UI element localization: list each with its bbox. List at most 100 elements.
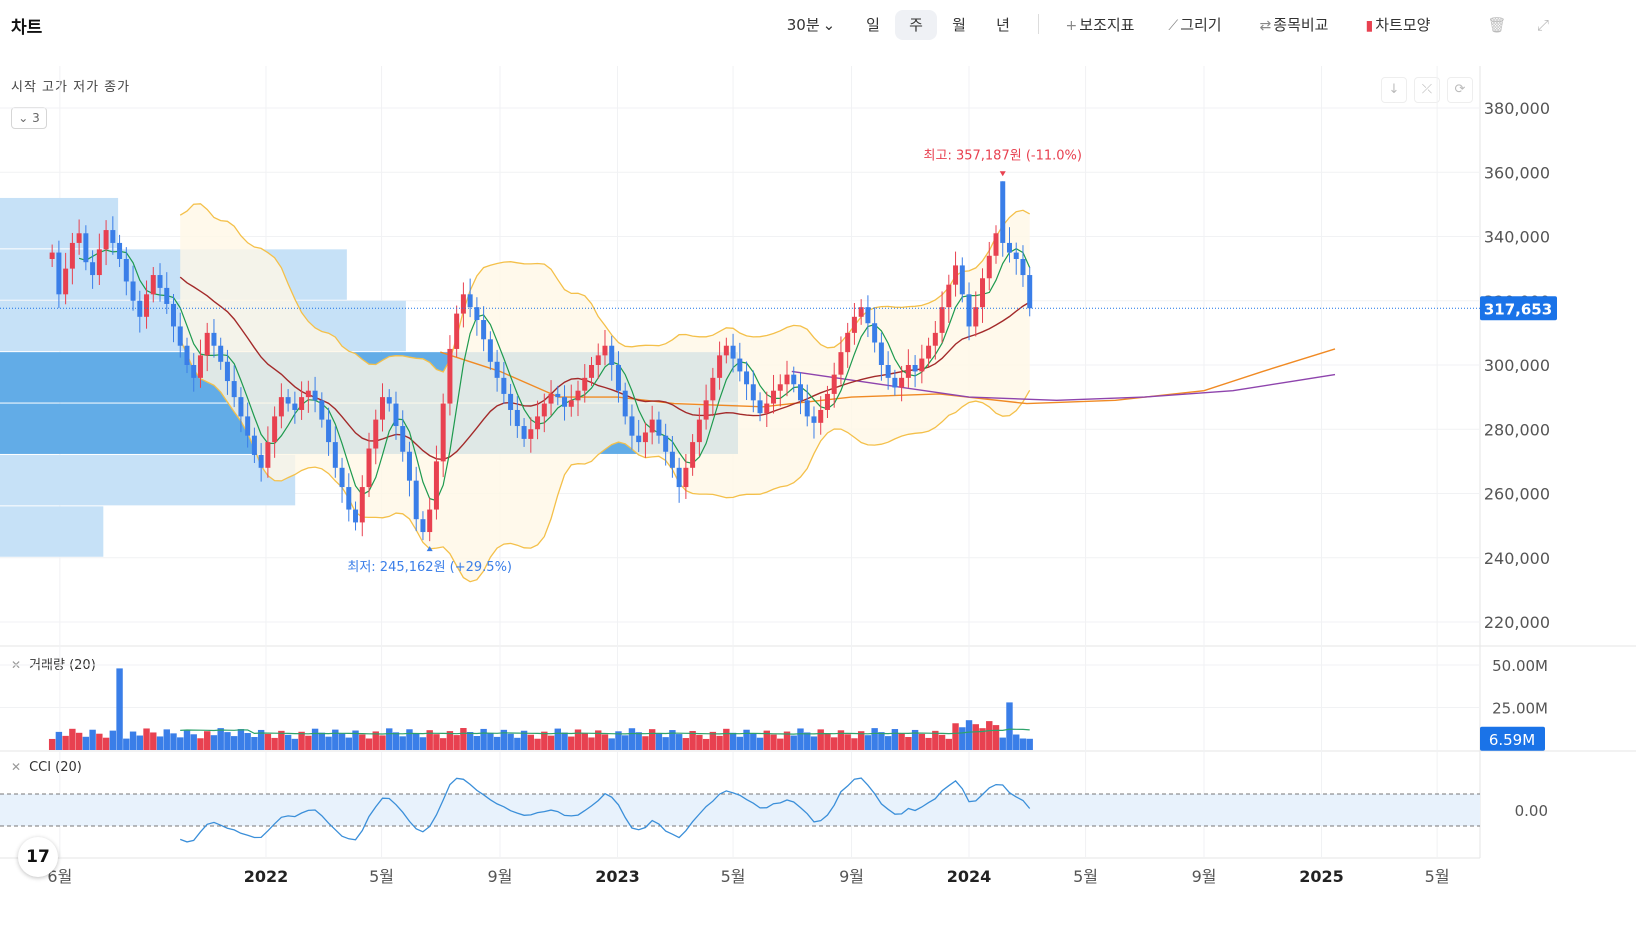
ma120-line bbox=[791, 370, 1336, 402]
candle-body bbox=[818, 409, 824, 423]
volume-bar bbox=[797, 728, 804, 750]
scroll-down-icon[interactable]: ↓ bbox=[1381, 77, 1407, 103]
price-tick-label: 300,000 bbox=[1484, 356, 1550, 375]
candle-body bbox=[744, 371, 750, 385]
candle-body bbox=[137, 300, 143, 317]
candle-body bbox=[629, 416, 635, 436]
candle-body bbox=[1020, 258, 1026, 276]
candle-body bbox=[218, 345, 224, 362]
candle-body bbox=[730, 345, 736, 359]
collapsed-count: 3 bbox=[32, 111, 40, 125]
volume-bar bbox=[918, 733, 926, 750]
close-icon[interactable]: ✕ bbox=[11, 760, 22, 774]
candle-body bbox=[872, 323, 878, 343]
close-icon[interactable]: ✕ bbox=[11, 658, 22, 672]
reset-zoom-icon[interactable]: ⟳ bbox=[1447, 77, 1473, 103]
volume-bar bbox=[325, 736, 332, 750]
volume-bar bbox=[217, 728, 224, 750]
candle-body bbox=[764, 403, 770, 414]
chart-style-button[interactable]: ▮ 차트모양 bbox=[1356, 10, 1440, 40]
volume-bar bbox=[136, 735, 143, 750]
volume-bar bbox=[568, 736, 575, 750]
volume-bar bbox=[102, 737, 110, 750]
volume-bar bbox=[622, 735, 629, 750]
collapse-pane-icon[interactable]: ⤫ bbox=[1414, 77, 1440, 103]
time-tick-label: 2024 bbox=[947, 867, 992, 886]
candle-body bbox=[791, 374, 797, 385]
volume-bar bbox=[439, 738, 447, 750]
candle-body bbox=[656, 419, 662, 436]
volume-bar bbox=[197, 738, 204, 750]
high-annotation: 최고: 357,187원 (-11.0%) bbox=[924, 148, 1082, 163]
volume-bar bbox=[156, 736, 164, 750]
price-tick-label: 220,000 bbox=[1484, 613, 1550, 632]
volume-bar bbox=[1006, 702, 1013, 750]
bollinger-lower-line bbox=[179, 338, 1031, 583]
candle-body bbox=[912, 365, 918, 372]
candle-body bbox=[373, 419, 379, 449]
volume-bar bbox=[702, 738, 710, 750]
period-tab-month[interactable]: 월 bbox=[952, 16, 966, 34]
candle-body bbox=[528, 429, 534, 439]
candle-body bbox=[555, 393, 561, 398]
volume-bar bbox=[413, 733, 420, 750]
toolbar-divider bbox=[1038, 14, 1039, 34]
candle-body bbox=[487, 339, 493, 362]
interval-dropdown[interactable]: 30분 ⌄ bbox=[780, 10, 842, 40]
volume-bar bbox=[392, 732, 400, 750]
compare-button[interactable]: ⇄ 종목비교 bbox=[1252, 10, 1336, 40]
expand-icon[interactable]: ⤢ bbox=[1536, 16, 1549, 34]
candle-body bbox=[824, 393, 830, 410]
candle-body bbox=[130, 281, 136, 301]
candle-body bbox=[285, 397, 291, 404]
volume-bar bbox=[210, 735, 218, 750]
volume-bar bbox=[925, 737, 932, 750]
volume-bar bbox=[433, 734, 440, 750]
volume-bar bbox=[150, 732, 157, 750]
candle-body bbox=[76, 233, 82, 243]
volume-bar bbox=[1026, 738, 1033, 750]
period-tab-day[interactable]: 일 bbox=[866, 16, 880, 34]
period-tab-week[interactable]: 주 bbox=[895, 10, 937, 40]
volume-bar bbox=[756, 737, 764, 750]
volume-bar bbox=[817, 729, 824, 750]
indicators-button[interactable]: + 보조지표 bbox=[1058, 10, 1142, 40]
candle-body bbox=[117, 242, 123, 259]
period-tab-year[interactable]: 년 bbox=[996, 16, 1010, 34]
volume-bar bbox=[689, 730, 696, 750]
volume-bar bbox=[547, 735, 555, 750]
volume-bar bbox=[723, 728, 730, 750]
candle-body bbox=[683, 467, 689, 488]
candle-body bbox=[642, 432, 648, 443]
candle-body bbox=[150, 275, 156, 295]
cci-pane-label: ✕ CCI (20) bbox=[11, 760, 82, 775]
chevron-down-icon: ⌄ bbox=[822, 16, 836, 34]
price-tick-label: 320,000 bbox=[1484, 292, 1550, 311]
volume-bar bbox=[520, 730, 528, 750]
collapse-indicators-button[interactable]: ⌄ 3 bbox=[11, 107, 47, 129]
volume-bar bbox=[655, 733, 663, 750]
candle-body bbox=[892, 377, 898, 388]
volume-bar bbox=[493, 736, 501, 750]
volume-bar bbox=[763, 730, 770, 750]
draw-button[interactable]: ⟋ 그리기 bbox=[1160, 10, 1230, 40]
candle-body bbox=[980, 278, 986, 308]
candle-body bbox=[946, 284, 952, 308]
cci-label: CCI (20) bbox=[29, 760, 82, 775]
volume-bar bbox=[365, 738, 373, 750]
candle-body bbox=[319, 400, 325, 420]
volume-bar bbox=[783, 731, 791, 750]
volume-bar bbox=[857, 731, 865, 750]
bollinger-fill bbox=[180, 203, 1030, 582]
volume-bar bbox=[311, 728, 319, 750]
volume-profile-bar bbox=[0, 300, 406, 352]
time-tick-label: 9월 bbox=[488, 867, 513, 886]
candle-body bbox=[588, 365, 594, 378]
volume-bar bbox=[601, 734, 609, 750]
time-tick-label: 2023 bbox=[595, 867, 640, 886]
volume-bar bbox=[352, 730, 359, 750]
time-tick-label: 5월 bbox=[1073, 867, 1098, 886]
trash-icon[interactable]: 🗑 bbox=[1487, 16, 1507, 34]
candle-body bbox=[1013, 252, 1019, 259]
